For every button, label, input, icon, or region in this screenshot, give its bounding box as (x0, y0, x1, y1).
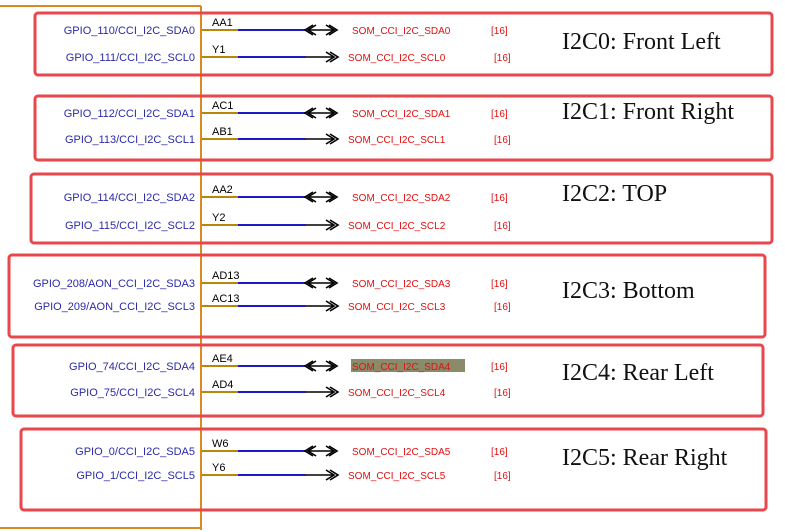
pin-name: GPIO_115/CCI_I2C_SCL2 (65, 220, 195, 232)
pin-name: GPIO_114/CCI_I2C_SDA2 (64, 192, 195, 204)
ball-label: AD13 (212, 270, 240, 282)
net-name: SOM_CCI_I2C_SCL5 (348, 471, 446, 482)
net-name: SOM_CCI_I2C_SDA0 (352, 26, 451, 37)
signal-row: GPIO_0/CCI_I2C_SDA5 W6 SOM_CCI_I2C_SDA5 [16… (75, 438, 508, 458)
page-ref: [16] (494, 53, 511, 64)
group-border (29, 172, 774, 245)
output-port-icon (306, 469, 340, 481)
page-ref: [16] (491, 362, 508, 373)
output-port-icon (306, 219, 340, 231)
group-border (33, 11, 774, 77)
pin-name: GPIO_1/CCI_I2C_SCL5 (76, 470, 195, 482)
page-ref: [16] (491, 447, 508, 458)
bidirectional-port-icon (303, 360, 339, 372)
pin-name: GPIO_209/AON_CCI_I2C_SCL3 (34, 301, 195, 313)
group-border (11, 343, 765, 418)
net-name: SOM_CCI_I2C_SDA1 (352, 109, 451, 120)
output-port-icon (306, 386, 340, 398)
ball-label: Y6 (212, 462, 225, 474)
pin-name: GPIO_0/CCI_I2C_SDA5 (75, 446, 195, 458)
page-ref: [16] (491, 193, 508, 204)
output-port-icon (306, 133, 340, 145)
page-ref: [16] (494, 388, 511, 399)
pin-name: GPIO_112/CCI_I2C_SDA1 (64, 108, 195, 120)
signal-row: GPIO_1/CCI_I2C_SCL5 Y6 SOM_CCI_I2C_SCL5 [16… (76, 462, 511, 482)
signal-row: GPIO_115/CCI_I2C_SCL2 Y2 SOM_CCI_I2C_SCL2 [… (65, 212, 511, 232)
page-ref: [16] (494, 471, 511, 482)
signal-row: GPIO_110/CCI_I2C_SDA0 AA1 SOM_CCI_I2C_SDA0… (64, 17, 508, 37)
group-title: I2C4: Rear Left (562, 360, 714, 386)
i2c-group-5: I2C5: Rear Right GPIO_0/CCI_I2C_SDA5 W6 SOM… (19, 427, 768, 512)
ball-label: AB1 (212, 126, 233, 138)
group-border (33, 94, 774, 162)
pin-name: GPIO_110/CCI_I2C_SDA0 (64, 25, 195, 37)
i2c-group-3: I2C3: Bottom GPIO_208/AON_CCI_I2C_SDA3 AD1… (7, 253, 767, 339)
i2c-group-0: I2C0: Front Left GPIO_110/CCI_I2C_SDA0 AA1… (33, 11, 774, 77)
signal-row: GPIO_114/CCI_I2C_SDA2 AA2 SOM_CCI_I2C_SDA2… (64, 184, 508, 204)
pin-name: GPIO_75/CCI_I2C_SCL4 (70, 387, 195, 399)
net-name: SOM_CCI_I2C_SDA4 (352, 362, 451, 373)
group-title: I2C3: Bottom (562, 278, 695, 304)
bidirectional-port-icon (303, 107, 339, 119)
signal-row: GPIO_74/CCI_I2C_SDA4 AE4 SOM_CCI_I2C_SDA4 [… (69, 353, 508, 373)
signal-row: GPIO_113/CCI_I2C_SCL1 AB1 SOM_CCI_I2C_SCL1… (65, 126, 511, 146)
net-name: SOM_CCI_I2C_SCL0 (348, 53, 446, 64)
ball-label: AA2 (212, 184, 233, 196)
net-name: SOM_CCI_I2C_SCL4 (348, 388, 446, 399)
signal-row: GPIO_209/AON_CCI_I2C_SCL3 AC13 SOM_CCI_I2C… (34, 293, 511, 313)
net-highlight (351, 359, 465, 372)
page-ref: [16] (494, 135, 511, 146)
output-port-icon (306, 51, 340, 63)
ball-label: W6 (212, 438, 229, 450)
signal-row: GPIO_208/AON_CCI_I2C_SDA3 AD13 SOM_CCI_I2C… (33, 270, 508, 290)
output-port-icon (306, 300, 340, 312)
i2c-group-4: I2C4: Rear Left GPIO_74/CCI_I2C_SDA4 AE4 SO… (11, 343, 765, 418)
group-title: I2C2: TOP (562, 181, 667, 207)
i2c-group-1: I2C1: Front Right GPIO_112/CCI_I2C_SDA1 AC… (33, 94, 774, 162)
pin-name: GPIO_74/CCI_I2C_SDA4 (69, 361, 195, 373)
bidirectional-port-icon (303, 191, 339, 203)
net-name: SOM_CCI_I2C_SCL1 (348, 135, 446, 146)
net-name: SOM_CCI_I2C_SCL3 (348, 302, 446, 313)
i2c-group-2: I2C2: TOP GPIO_114/CCI_I2C_SDA2 AA2 SOM_CCI… (29, 172, 774, 245)
pin-name: GPIO_111/CCI_I2C_SCL0 (66, 52, 195, 64)
ball-label: AD4 (212, 379, 233, 391)
group-border (19, 427, 768, 512)
ball-label: AA1 (212, 17, 233, 29)
net-name: SOM_CCI_I2C_SDA3 (352, 279, 451, 290)
ball-label: AC13 (212, 293, 240, 305)
signal-row: GPIO_111/CCI_I2C_SCL0 Y1 SOM_CCI_I2C_SCL0 [… (66, 44, 511, 64)
page-ref: [16] (494, 302, 511, 313)
group-title: I2C1: Front Right (562, 99, 734, 125)
net-name: SOM_CCI_I2C_SDA5 (352, 447, 451, 458)
bidirectional-port-icon (303, 277, 339, 289)
signal-row: GPIO_75/CCI_I2C_SCL4 AD4 SOM_CCI_I2C_SCL4 [… (70, 379, 511, 399)
ball-label: AC1 (212, 100, 233, 112)
page-ref: [16] (491, 109, 508, 120)
net-name: SOM_CCI_I2C_SCL2 (348, 221, 446, 232)
page-ref: [16] (494, 221, 511, 232)
page-ref: [16] (491, 279, 508, 290)
pin-name: GPIO_208/AON_CCI_I2C_SDA3 (33, 278, 195, 290)
page-ref: [16] (491, 26, 508, 37)
group-title: I2C5: Rear Right (562, 445, 728, 471)
pin-name: GPIO_113/CCI_I2C_SCL1 (65, 134, 195, 146)
bidirectional-port-icon (303, 445, 339, 457)
bidirectional-port-icon (303, 24, 339, 36)
signal-row: GPIO_112/CCI_I2C_SDA1 AC1 SOM_CCI_I2C_SDA1… (64, 100, 508, 120)
ball-label: Y2 (212, 212, 225, 224)
group-title: I2C0: Front Left (562, 29, 721, 55)
net-name: SOM_CCI_I2C_SDA2 (352, 193, 451, 204)
ball-label: Y1 (212, 44, 225, 56)
ball-label: AE4 (212, 353, 233, 365)
group-border (7, 253, 767, 339)
